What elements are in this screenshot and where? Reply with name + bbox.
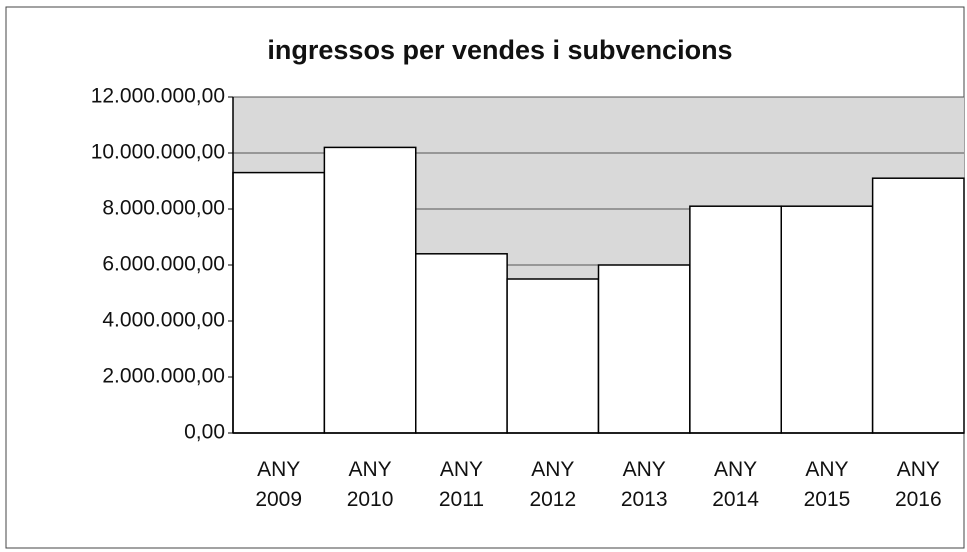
- bar: [506, 278, 600, 434]
- x-tick-label: ANY 2009: [255, 458, 303, 511]
- y-tick-label: 2.000.000,00: [102, 365, 225, 388]
- y-tick-label: 10.000.000,00: [91, 141, 225, 164]
- chart-title: ingressos per vendes i subvencions: [267, 35, 732, 65]
- bar: [232, 171, 326, 434]
- y-tick-label: 6.000.000,00: [102, 253, 225, 276]
- bar: [689, 205, 782, 434]
- x-tick-label: ANY 2016: [894, 458, 942, 511]
- y-tick-label: 8.000.000,00: [102, 197, 225, 220]
- x-tick-label: ANY 2012: [529, 458, 577, 511]
- x-tick-label: ANY 2010: [346, 458, 394, 511]
- x-tick-label: ANY 2014: [712, 458, 759, 511]
- bar: [323, 146, 417, 434]
- bar: [415, 253, 508, 434]
- bar: [597, 264, 691, 434]
- y-tick-label: 4.000.000,00: [102, 309, 225, 332]
- x-tick-label: ANY 2015: [803, 458, 851, 511]
- bar: [871, 177, 965, 434]
- x-tick-label: ANY 2011: [438, 458, 485, 511]
- x-tick-label: ANY 2013: [620, 458, 668, 511]
- y-tick-label: 12.000.000,00: [91, 85, 225, 108]
- bar: [780, 205, 874, 434]
- y-tick-label: 0,00: [184, 421, 225, 444]
